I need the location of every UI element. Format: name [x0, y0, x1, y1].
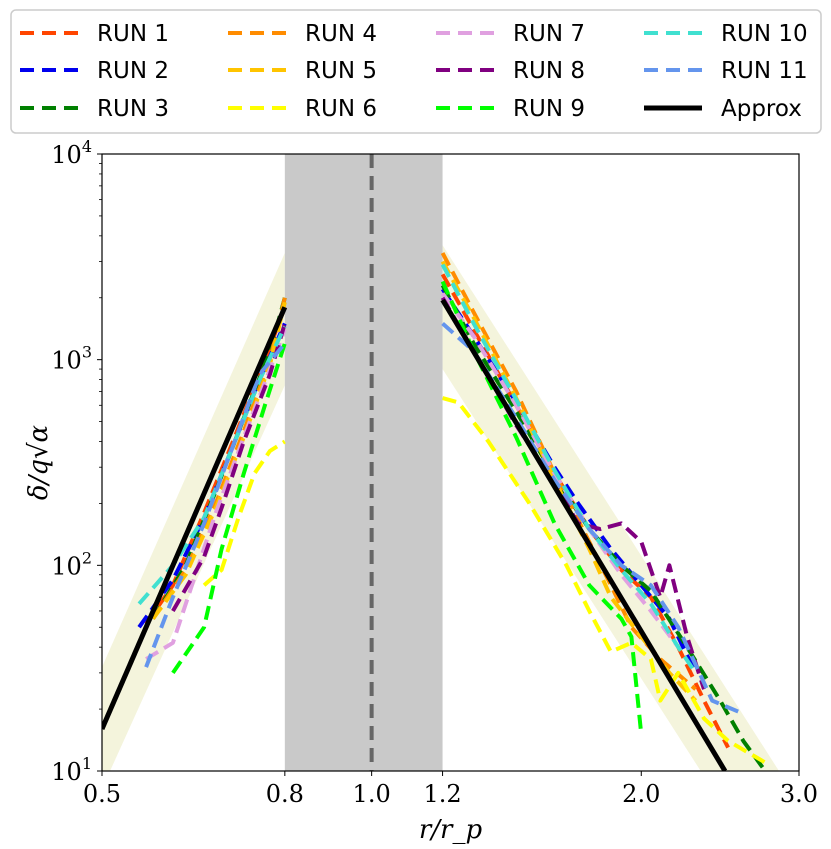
legend-label: RUN 6	[305, 96, 377, 122]
legend-label: RUN 4	[305, 21, 377, 47]
plot-frame	[101, 153, 800, 772]
legend-item-run-2: RUN 2	[20, 58, 169, 84]
legend-label: RUN 8	[513, 58, 585, 84]
series-run-11-outer	[441, 322, 745, 716]
series-run-6-inner	[202, 439, 286, 587]
legend-label: RUN 9	[513, 96, 585, 122]
y-tick-label: 104	[51, 137, 92, 169]
series-run-6-outer	[442, 396, 767, 765]
series-approx-outer	[440, 298, 728, 771]
series-run-9-inner	[171, 342, 287, 675]
legend-item-run-11: RUN 11	[644, 58, 808, 84]
legend-item-run-3: RUN 3	[20, 96, 169, 122]
legend-label: RUN 5	[305, 58, 377, 84]
legend-item-run-8: RUN 8	[436, 58, 585, 84]
legend-label: RUN 2	[97, 58, 169, 84]
x-axis-label: r/r_p	[419, 815, 483, 845]
legend-item-run-1: RUN 1	[20, 21, 169, 47]
y-tick-label: 101	[51, 754, 92, 786]
y-axis-label: δ/q√α	[24, 424, 54, 500]
legend-item-run-10: RUN 10	[644, 21, 808, 47]
legend-item-run-9: RUN 9	[436, 96, 585, 122]
y-tick-label: 103	[51, 343, 92, 375]
x-tick-label: 0.5	[83, 780, 121, 808]
y-tick-label: 102	[51, 548, 92, 580]
legend-item-run-4: RUN 4	[228, 21, 377, 47]
legend-label: RUN 11	[721, 58, 808, 84]
legend-label: RUN 1	[97, 21, 169, 47]
legend-item-run-7: RUN 7	[436, 21, 585, 47]
legend-box	[10, 9, 822, 134]
legend-label: RUN 3	[97, 96, 169, 122]
legend-item-run-6: RUN 6	[228, 96, 377, 122]
legend-label: RUN 7	[513, 21, 585, 47]
legend-item-approx: Approx	[644, 96, 802, 122]
x-tick-label: 3.0	[780, 780, 818, 808]
series-run-11-inner	[144, 342, 287, 668]
series-run-3-outer	[440, 284, 767, 771]
series-approx-inner	[102, 306, 288, 730]
planet-gap-region	[284, 154, 443, 771]
legend-label: Approx	[721, 96, 802, 122]
x-tick-label: 0.8	[266, 780, 304, 808]
x-tick-label: 2.0	[622, 780, 660, 808]
plot-area	[102, 154, 779, 771]
series-run-10-inner	[137, 325, 287, 606]
legend-item-run-5: RUN 5	[228, 58, 377, 84]
legend-label: RUN 10	[721, 21, 808, 47]
series-run-8-inner	[171, 322, 287, 612]
uncertainty-band-2	[442, 245, 779, 771]
axes: 0.5 0.8 1.0 1.2 2.0 3.0 101 102 103 104 r/r_p δ/q√α	[24, 137, 818, 845]
legend: RUN 1 RUN 2 RUN 3 RUN 4 RUN 5 RUN 6 RUN 7 RUN 8…	[10, 9, 822, 134]
x-tick-label: 1.0	[353, 780, 391, 808]
x-tick-label: 1.2	[423, 780, 461, 808]
